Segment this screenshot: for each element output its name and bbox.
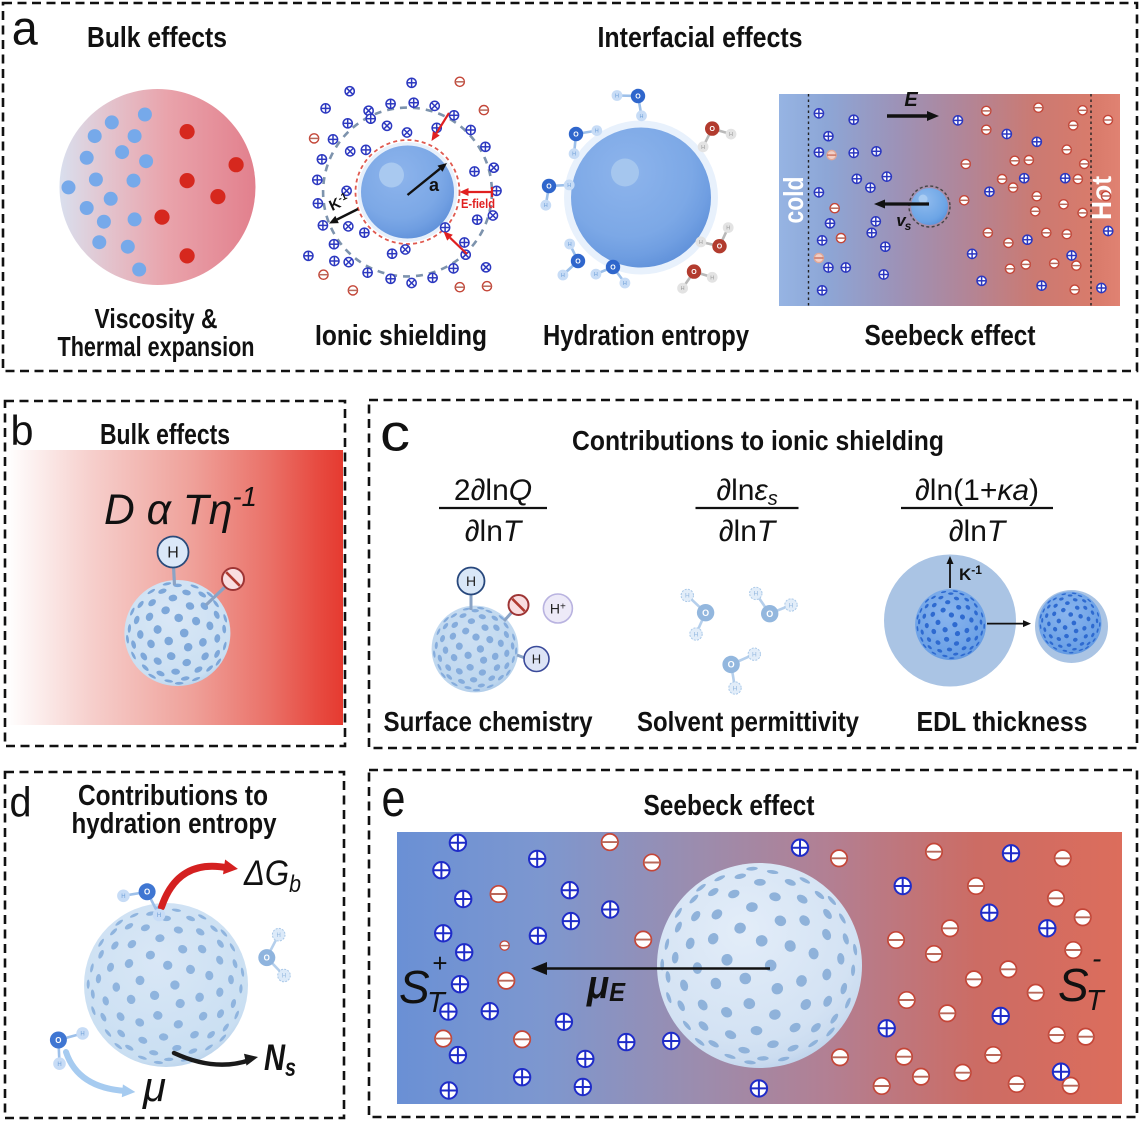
svg-text:Surface chemistry: Surface chemistry xyxy=(384,706,593,737)
svg-text:H: H xyxy=(623,281,627,287)
svg-text:E-field: E-field xyxy=(461,196,495,211)
svg-text:H: H xyxy=(694,631,699,638)
svg-text:EDL thickness: EDL thickness xyxy=(917,706,1088,737)
svg-text:H: H xyxy=(699,240,703,246)
svg-text:O: O xyxy=(766,609,773,619)
svg-text:H: H xyxy=(685,593,690,600)
svg-text:O: O xyxy=(702,608,709,618)
svg-text:O: O xyxy=(55,1036,61,1045)
svg-text:2∂lnQ: 2∂lnQ xyxy=(454,474,532,507)
svg-text:∂lnεs: ∂lnεs xyxy=(716,474,777,510)
svg-text:Solvent permittivity: Solvent permittivity xyxy=(637,706,859,737)
svg-text:H: H xyxy=(544,203,548,209)
svg-text:a: a xyxy=(429,175,440,195)
svg-text:H: H xyxy=(733,685,738,692)
svg-text:Thermal expansion: Thermal expansion xyxy=(58,331,255,362)
svg-text:H: H xyxy=(615,93,619,99)
svg-text:H: H xyxy=(710,275,714,281)
svg-text:H: H xyxy=(594,272,598,278)
svg-text:H: H xyxy=(568,242,572,248)
svg-text:H: H xyxy=(157,913,161,919)
svg-text:Hydration entropy: Hydration entropy xyxy=(543,320,749,352)
svg-text:∂ln(1+κa): ∂ln(1+κa) xyxy=(915,474,1039,507)
svg-text:-: - xyxy=(1092,943,1101,974)
svg-text:H: H xyxy=(726,226,730,232)
svg-text:H: H xyxy=(595,129,599,135)
svg-text:O: O xyxy=(635,94,641,101)
svg-text:H: H xyxy=(80,1032,84,1038)
svg-text:H: H xyxy=(57,1062,61,1068)
svg-text:v: v xyxy=(896,211,907,230)
svg-text:ΔGb: ΔGb xyxy=(243,854,301,898)
svg-text:∂lnT: ∂lnT xyxy=(719,515,778,548)
svg-text:O: O xyxy=(575,259,581,266)
svg-text:H: H xyxy=(167,545,179,562)
svg-text:H: H xyxy=(567,183,571,189)
svg-text:Ionic shielding: Ionic shielding xyxy=(315,320,487,352)
svg-text:H: H xyxy=(277,933,281,939)
svg-text:H: H xyxy=(121,894,125,900)
svg-text:O: O xyxy=(728,660,735,670)
svg-text:O: O xyxy=(144,888,150,897)
svg-text:∂lnT: ∂lnT xyxy=(465,515,524,548)
svg-text:Bulk effects: Bulk effects xyxy=(87,22,227,54)
svg-text:H: H xyxy=(572,152,576,158)
svg-text:H: H xyxy=(752,652,757,659)
svg-text:H: H xyxy=(282,974,286,980)
svg-text:∂lnT: ∂lnT xyxy=(949,515,1008,548)
svg-text:Contributions to ionic shieldi: Contributions to ionic shielding xyxy=(572,425,944,456)
svg-text:O: O xyxy=(691,269,697,276)
svg-text:H: H xyxy=(789,602,794,609)
svg-text:H+: H+ xyxy=(550,600,566,616)
svg-text:cold: cold xyxy=(778,177,809,224)
svg-text:O: O xyxy=(546,184,552,191)
svg-text:H: H xyxy=(640,114,644,120)
svg-text:b: b xyxy=(11,407,34,454)
svg-text:s: s xyxy=(905,219,912,233)
svg-text:H: H xyxy=(729,132,733,138)
svg-text:H: H xyxy=(681,286,685,292)
svg-text:d: d xyxy=(10,779,32,826)
svg-text:O: O xyxy=(717,244,723,251)
svg-text:O: O xyxy=(573,132,579,139)
svg-text:S: S xyxy=(399,961,430,1013)
svg-text:Seebeck effect: Seebeck effect xyxy=(865,320,1036,352)
svg-text:Viscosity &: Viscosity & xyxy=(95,303,218,334)
svg-text:O: O xyxy=(709,126,715,133)
svg-text:hydration entropy: hydration entropy xyxy=(72,808,277,840)
svg-text:H: H xyxy=(466,573,476,589)
svg-text:Interfacial effects: Interfacial effects xyxy=(598,22,803,54)
svg-text:H: H xyxy=(753,591,758,598)
svg-text:H: H xyxy=(532,652,541,667)
svg-text:e: e xyxy=(382,770,406,828)
svg-text:S: S xyxy=(1058,959,1089,1011)
svg-text:H: H xyxy=(701,145,705,151)
svg-text:E: E xyxy=(904,89,918,111)
svg-text:c: c xyxy=(380,405,410,463)
svg-text:Bulk effects: Bulk effects xyxy=(100,419,230,451)
svg-text:O: O xyxy=(610,265,616,272)
svg-text:O: O xyxy=(264,953,270,962)
svg-text:a: a xyxy=(12,3,38,56)
svg-text:μ: μ xyxy=(142,1063,166,1110)
svg-text:H: H xyxy=(561,273,565,279)
svg-text:T: T xyxy=(1086,985,1106,1017)
svg-text:D α Tη-1: D α Tη-1 xyxy=(104,481,257,534)
svg-text:+: + xyxy=(432,948,447,978)
svg-text:Contributions to: Contributions to xyxy=(78,780,268,812)
svg-text:Seebeck effect: Seebeck effect xyxy=(644,790,815,822)
